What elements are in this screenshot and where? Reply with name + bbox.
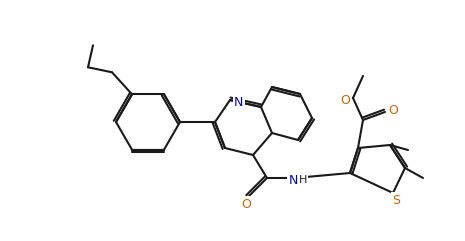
- Text: O: O: [340, 94, 350, 107]
- Text: O: O: [388, 103, 398, 116]
- Text: N: N: [234, 96, 243, 109]
- Text: H: H: [299, 175, 307, 185]
- Text: O: O: [241, 198, 251, 210]
- Text: S: S: [392, 194, 400, 207]
- Text: N: N: [288, 174, 298, 187]
